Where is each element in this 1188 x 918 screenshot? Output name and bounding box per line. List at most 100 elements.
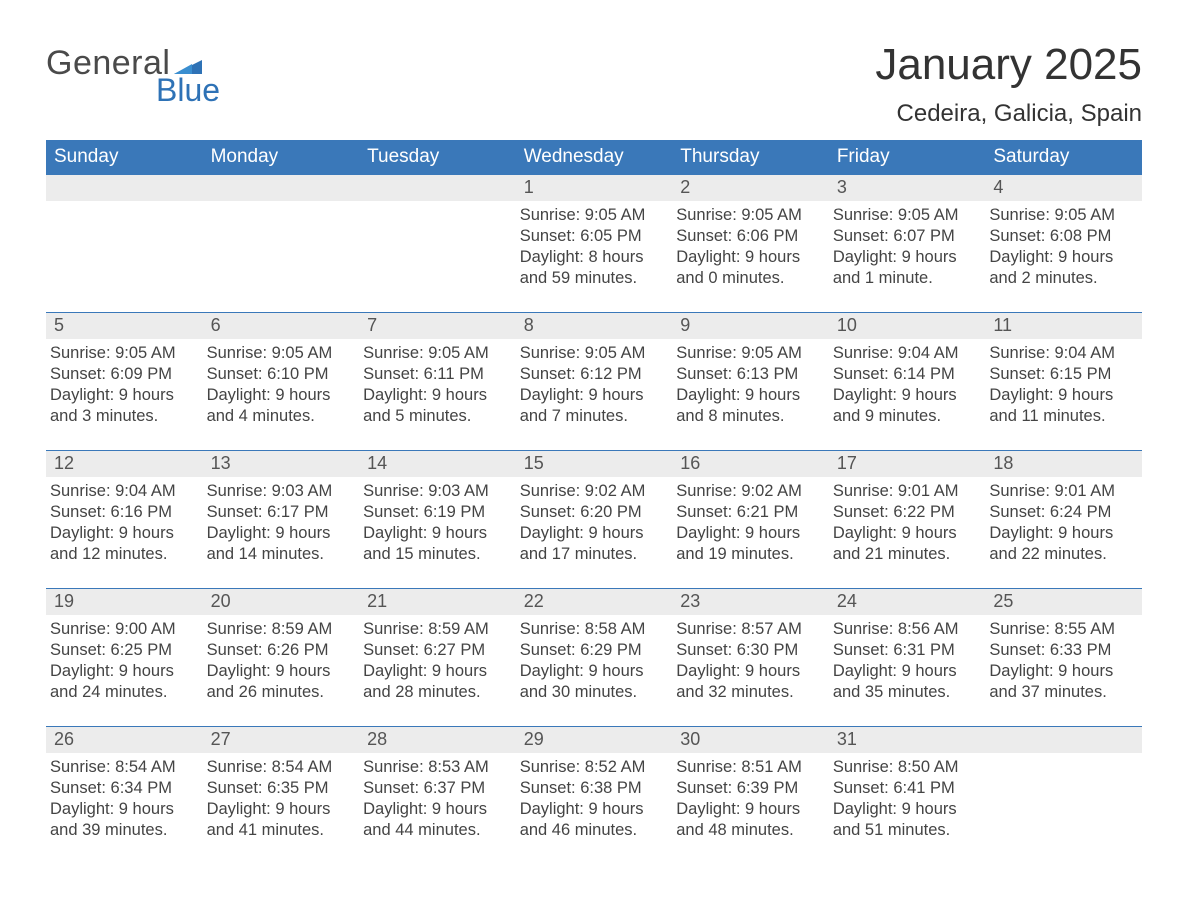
daylight-line-1: Daylight: 9 hours <box>363 523 514 544</box>
daylight-line-2: and 59 minutes. <box>520 268 671 289</box>
sunrise-line: Sunrise: 9:05 AM <box>833 205 984 226</box>
day-details: Sunrise: 9:05 AMSunset: 6:06 PMDaylight:… <box>672 201 829 293</box>
sunset-line: Sunset: 6:30 PM <box>676 640 827 661</box>
day-cell <box>359 175 516 313</box>
day-number: 28 <box>359 727 516 753</box>
daylight-line-2: and 3 minutes. <box>50 406 201 427</box>
day-number: 4 <box>985 175 1142 201</box>
daylight-line-1: Daylight: 9 hours <box>676 799 827 820</box>
day-cell: 15Sunrise: 9:02 AMSunset: 6:20 PMDayligh… <box>516 451 673 589</box>
sunrise-line: Sunrise: 9:05 AM <box>363 343 514 364</box>
daylight-line-1: Daylight: 9 hours <box>520 661 671 682</box>
dow-header: Monday <box>203 140 360 175</box>
sunset-line: Sunset: 6:20 PM <box>520 502 671 523</box>
sunset-line: Sunset: 6:35 PM <box>207 778 358 799</box>
day-details: Sunrise: 9:05 AMSunset: 6:08 PMDaylight:… <box>985 201 1142 293</box>
daylight-line-1: Daylight: 9 hours <box>520 523 671 544</box>
calendar-table: SundayMondayTuesdayWednesdayThursdayFrid… <box>46 140 1142 865</box>
day-details: Sunrise: 9:05 AMSunset: 6:11 PMDaylight:… <box>359 339 516 431</box>
day-number: 21 <box>359 589 516 615</box>
day-cell: 28Sunrise: 8:53 AMSunset: 6:37 PMDayligh… <box>359 727 516 865</box>
day-number: 1 <box>516 175 673 201</box>
daylight-line-2: and 5 minutes. <box>363 406 514 427</box>
day-details: Sunrise: 9:05 AMSunset: 6:07 PMDaylight:… <box>829 201 986 293</box>
daylight-line-2: and 39 minutes. <box>50 820 201 841</box>
daylight-line-1: Daylight: 9 hours <box>363 799 514 820</box>
day-number: 17 <box>829 451 986 477</box>
day-details: Sunrise: 8:58 AMSunset: 6:29 PMDaylight:… <box>516 615 673 707</box>
day-details <box>359 201 516 209</box>
day-cell: 1Sunrise: 9:05 AMSunset: 6:05 PMDaylight… <box>516 175 673 313</box>
day-number: 27 <box>203 727 360 753</box>
day-cell: 18Sunrise: 9:01 AMSunset: 6:24 PMDayligh… <box>985 451 1142 589</box>
location-subtitle: Cedeira, Galicia, Spain <box>875 100 1142 128</box>
day-cell: 31Sunrise: 8:50 AMSunset: 6:41 PMDayligh… <box>829 727 986 865</box>
daylight-line-2: and 19 minutes. <box>676 544 827 565</box>
day-cell: 21Sunrise: 8:59 AMSunset: 6:27 PMDayligh… <box>359 589 516 727</box>
flag-icon <box>174 54 202 74</box>
dow-header: Saturday <box>985 140 1142 175</box>
day-cell: 12Sunrise: 9:04 AMSunset: 6:16 PMDayligh… <box>46 451 203 589</box>
sunrise-line: Sunrise: 8:50 AM <box>833 757 984 778</box>
day-cell: 14Sunrise: 9:03 AMSunset: 6:19 PMDayligh… <box>359 451 516 589</box>
sunrise-line: Sunrise: 8:59 AM <box>207 619 358 640</box>
daylight-line-1: Daylight: 9 hours <box>50 385 201 406</box>
day-cell: 5Sunrise: 9:05 AMSunset: 6:09 PMDaylight… <box>46 313 203 451</box>
daylight-line-1: Daylight: 9 hours <box>833 661 984 682</box>
day-number: 2 <box>672 175 829 201</box>
daylight-line-1: Daylight: 9 hours <box>363 661 514 682</box>
daylight-line-2: and 9 minutes. <box>833 406 984 427</box>
daylight-line-2: and 4 minutes. <box>207 406 358 427</box>
week-row: 5Sunrise: 9:05 AMSunset: 6:09 PMDaylight… <box>46 313 1142 451</box>
daylight-line-2: and 12 minutes. <box>50 544 201 565</box>
day-details: Sunrise: 8:52 AMSunset: 6:38 PMDaylight:… <box>516 753 673 845</box>
day-details <box>203 201 360 209</box>
sunrise-line: Sunrise: 9:03 AM <box>363 481 514 502</box>
day-number: 26 <box>46 727 203 753</box>
sunrise-line: Sunrise: 9:02 AM <box>676 481 827 502</box>
day-details: Sunrise: 9:01 AMSunset: 6:22 PMDaylight:… <box>829 477 986 569</box>
sunrise-line: Sunrise: 8:58 AM <box>520 619 671 640</box>
title-block: January 2025 Cedeira, Galicia, Spain <box>875 40 1142 140</box>
daylight-line-2: and 24 minutes. <box>50 682 201 703</box>
day-details: Sunrise: 9:05 AMSunset: 6:10 PMDaylight:… <box>203 339 360 431</box>
sunrise-line: Sunrise: 8:57 AM <box>676 619 827 640</box>
day-cell: 7Sunrise: 9:05 AMSunset: 6:11 PMDaylight… <box>359 313 516 451</box>
sunrise-line: Sunrise: 8:59 AM <box>363 619 514 640</box>
daylight-line-2: and 11 minutes. <box>989 406 1140 427</box>
sunset-line: Sunset: 6:24 PM <box>989 502 1140 523</box>
day-cell: 29Sunrise: 8:52 AMSunset: 6:38 PMDayligh… <box>516 727 673 865</box>
day-details: Sunrise: 8:51 AMSunset: 6:39 PMDaylight:… <box>672 753 829 845</box>
day-details: Sunrise: 9:05 AMSunset: 6:13 PMDaylight:… <box>672 339 829 431</box>
day-cell: 26Sunrise: 8:54 AMSunset: 6:34 PMDayligh… <box>46 727 203 865</box>
week-row: 19Sunrise: 9:00 AMSunset: 6:25 PMDayligh… <box>46 589 1142 727</box>
day-details: Sunrise: 8:59 AMSunset: 6:27 PMDaylight:… <box>359 615 516 707</box>
daylight-line-2: and 44 minutes. <box>363 820 514 841</box>
dow-header: Tuesday <box>359 140 516 175</box>
day-number: 14 <box>359 451 516 477</box>
sunset-line: Sunset: 6:15 PM <box>989 364 1140 385</box>
daylight-line-1: Daylight: 9 hours <box>676 247 827 268</box>
header: General Blue January 2025 Cedeira, Galic… <box>46 40 1142 140</box>
day-cell <box>985 727 1142 865</box>
day-number: 22 <box>516 589 673 615</box>
day-cell <box>203 175 360 313</box>
day-cell: 6Sunrise: 9:05 AMSunset: 6:10 PMDaylight… <box>203 313 360 451</box>
day-number <box>46 175 203 201</box>
daylight-line-1: Daylight: 9 hours <box>989 385 1140 406</box>
sunrise-line: Sunrise: 9:05 AM <box>520 205 671 226</box>
day-number: 18 <box>985 451 1142 477</box>
sunset-line: Sunset: 6:37 PM <box>363 778 514 799</box>
sunset-line: Sunset: 6:27 PM <box>363 640 514 661</box>
sunset-line: Sunset: 6:41 PM <box>833 778 984 799</box>
day-cell: 20Sunrise: 8:59 AMSunset: 6:26 PMDayligh… <box>203 589 360 727</box>
sunset-line: Sunset: 6:11 PM <box>363 364 514 385</box>
sunset-line: Sunset: 6:29 PM <box>520 640 671 661</box>
day-cell: 23Sunrise: 8:57 AMSunset: 6:30 PMDayligh… <box>672 589 829 727</box>
sunrise-line: Sunrise: 9:05 AM <box>207 343 358 364</box>
daylight-line-2: and 15 minutes. <box>363 544 514 565</box>
day-details: Sunrise: 8:59 AMSunset: 6:26 PMDaylight:… <box>203 615 360 707</box>
daylight-line-1: Daylight: 9 hours <box>520 385 671 406</box>
sunrise-line: Sunrise: 9:04 AM <box>50 481 201 502</box>
daylight-line-2: and 35 minutes. <box>833 682 984 703</box>
